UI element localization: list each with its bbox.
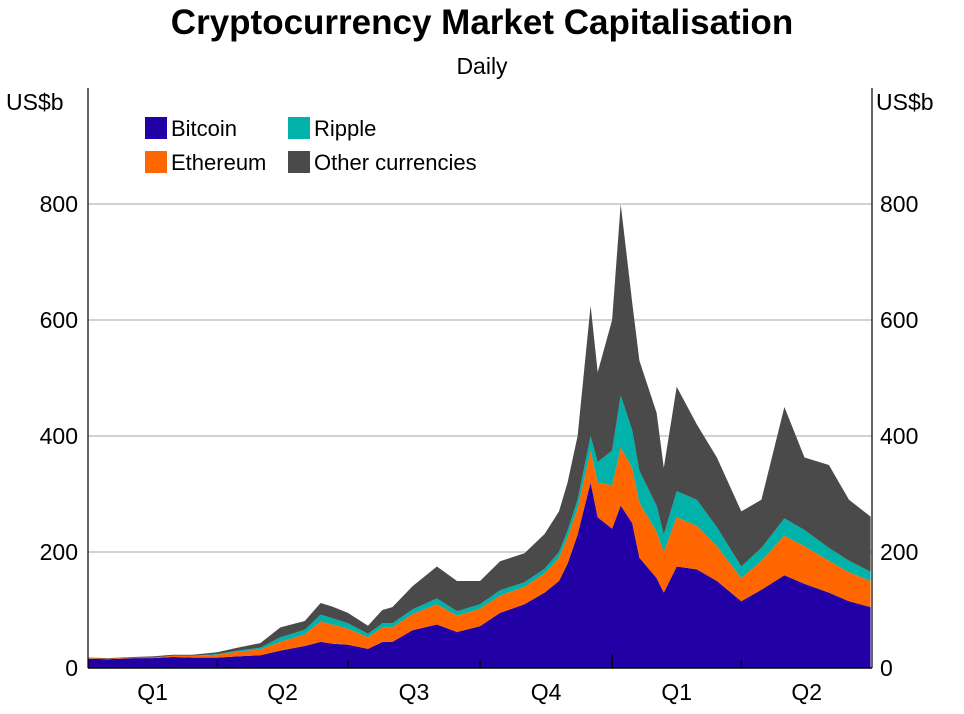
stacked-areas: [88, 204, 871, 668]
area-ethereum: [88, 447, 871, 660]
area-ripple: [88, 395, 871, 659]
y-tick-right-0: 0: [880, 655, 893, 681]
y-axis-unit-left: US$b: [6, 89, 64, 115]
area-bitcoin: [88, 482, 871, 668]
legend-swatch-ripple: [288, 117, 310, 139]
legend-swatch-other-currencies: [288, 151, 310, 173]
x-tick-labels: Q1 Q2 Q3 Q4 Q1 Q2: [137, 654, 822, 705]
x-tick-label-5: Q2: [791, 679, 822, 705]
x-tick-label-3: Q4: [531, 679, 562, 705]
legend-label-ripple: Ripple: [314, 116, 376, 141]
y-tick-right-200: 200: [880, 539, 918, 565]
y-tick-left-200: 200: [40, 539, 78, 565]
legend-swatch-bitcoin: [145, 117, 167, 139]
legend: Bitcoin Ripple Ethereum Other currencies: [145, 116, 477, 175]
y-tick-labels: 0 0 200 200 400 400 600 600 800 800: [40, 191, 919, 681]
chart-subtitle: Daily: [456, 53, 508, 79]
x-tick-label-4: Q1: [661, 679, 692, 705]
gridlines: [88, 203, 872, 553]
legend-swatch-ethereum: [145, 151, 167, 173]
y-tick-right-400: 400: [880, 423, 918, 449]
x-tick-label-2: Q3: [399, 679, 430, 705]
y-tick-right-600: 600: [880, 307, 918, 333]
y-tick-left-400: 400: [40, 423, 78, 449]
legend-label-other-currencies: Other currencies: [314, 150, 477, 175]
y-tick-left-600: 600: [40, 307, 78, 333]
y-tick-left-0: 0: [65, 655, 78, 681]
chart-title: Cryptocurrency Market Capitalisation: [171, 3, 793, 42]
y-axis-unit-right: US$b: [876, 89, 934, 115]
y-tick-right-800: 800: [880, 191, 918, 217]
x-tick-label-0: Q1: [137, 679, 168, 705]
legend-label-ethereum: Ethereum: [171, 150, 266, 175]
y-tick-left-800: 800: [40, 191, 78, 217]
legend-label-bitcoin: Bitcoin: [171, 116, 237, 141]
x-tick-label-1: Q2: [267, 679, 298, 705]
